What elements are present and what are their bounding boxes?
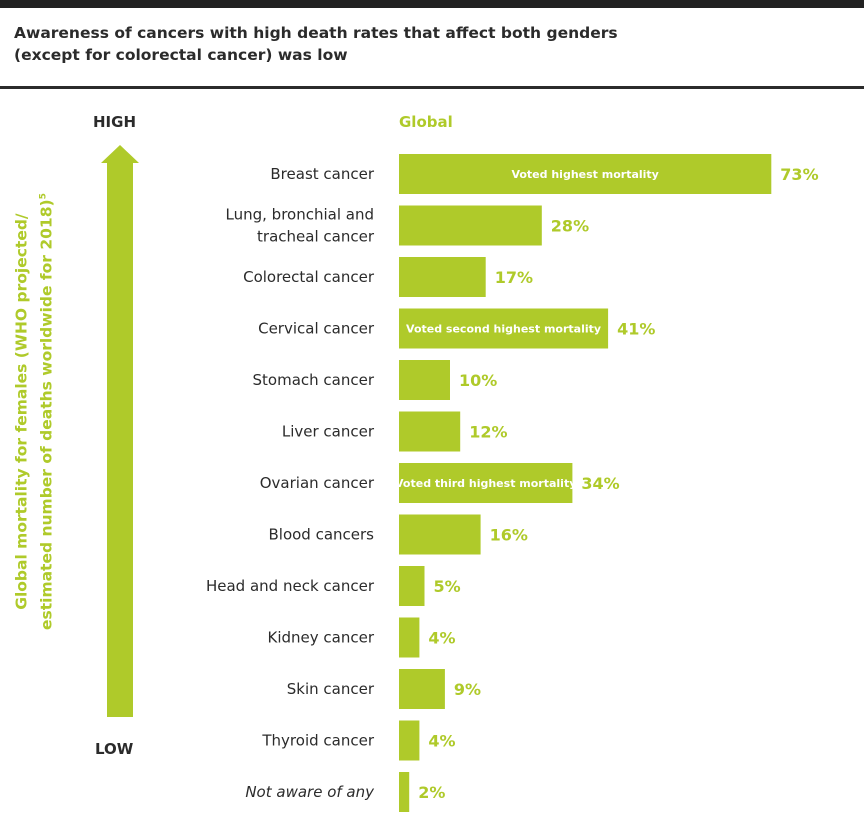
title-line-1: Awareness of cancers with high death rat… <box>14 24 618 42</box>
category-label-10: Skin cancer <box>287 680 375 698</box>
value-label-0: 73% <box>780 165 818 184</box>
value-label-12: 2% <box>418 783 445 802</box>
title-divider <box>0 86 864 89</box>
category-label-2: Colorectal cancer <box>243 268 375 286</box>
chart-title: Awareness of cancers with high death rat… <box>14 22 814 66</box>
bar-6 <box>399 463 573 503</box>
y-axis-label-line-2-text: estimated number of deaths worldwide for… <box>37 199 56 631</box>
category-label-1-line-0: Lung, bronchial and <box>226 206 374 224</box>
low-label: LOW <box>95 740 134 758</box>
bar-annotation-3: Voted second highest mortality <box>406 323 601 336</box>
category-label-6: Ovarian cancer <box>260 474 375 492</box>
value-label-3: 41% <box>617 320 655 339</box>
value-label-8: 5% <box>434 577 461 596</box>
category-label-4: Stomach cancer <box>253 371 375 389</box>
y-axis-label-line-1: Global mortality for females (WHO projec… <box>12 213 31 610</box>
bar-7 <box>399 514 481 555</box>
series-label-global: Global <box>399 113 453 131</box>
bar-9 <box>399 617 420 658</box>
value-label-1: 28% <box>551 217 589 236</box>
bar-10 <box>399 669 445 709</box>
value-label-2: 17% <box>495 268 533 287</box>
y-axis-label: Global mortality for females (WHO projec… <box>10 132 57 692</box>
value-label-10: 9% <box>454 680 481 699</box>
category-label-5: Liver cancer <box>282 423 375 441</box>
value-label-6: 34% <box>581 474 619 493</box>
category-label-11: Thyroid cancer <box>261 732 374 750</box>
high-label: HIGH <box>93 113 137 131</box>
value-label-9: 4% <box>428 629 455 648</box>
mortality-arrow <box>101 145 139 717</box>
value-label-7: 16% <box>490 526 528 545</box>
bar-0 <box>399 154 772 194</box>
bar-5 <box>399 411 461 452</box>
top-bar <box>0 0 864 8</box>
category-label-3: Cervical cancer <box>258 320 375 338</box>
bar-8 <box>399 566 425 606</box>
category-label-8: Head and neck cancer <box>206 577 375 595</box>
bar-2 <box>399 257 486 297</box>
bar-annotation-0: Voted highest mortality <box>511 168 658 181</box>
bar-12 <box>399 772 410 812</box>
category-label-1-line-1: tracheal cancer <box>257 228 375 246</box>
category-label-0: Breast cancer <box>270 165 374 183</box>
value-label-11: 4% <box>428 732 455 751</box>
bar-1 <box>399 205 542 246</box>
y-axis-label-line-2: estimated number of deaths worldwide for… <box>32 132 57 692</box>
bar-4 <box>399 360 450 400</box>
value-label-5: 12% <box>469 423 507 442</box>
category-label-7: Blood cancers <box>268 526 374 544</box>
category-label-12: Not aware of any <box>245 783 375 801</box>
bar-3 <box>399 308 609 349</box>
category-label-9: Kidney cancer <box>268 629 375 647</box>
bar-annotation-6: Voted third highest mortality <box>395 477 576 490</box>
value-label-4: 10% <box>459 371 497 390</box>
bar-11 <box>399 720 420 761</box>
footnote-marker: 5 <box>38 193 49 200</box>
title-line-2: (except for colorectal cancer) was low <box>14 46 348 64</box>
